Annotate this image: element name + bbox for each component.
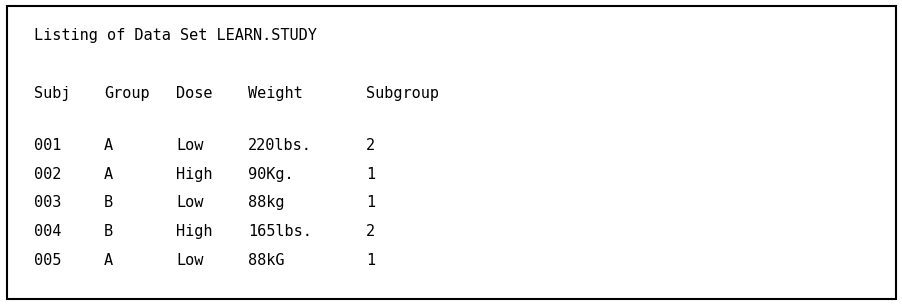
Text: Low: Low [176,196,203,210]
Text: High: High [176,167,212,182]
Text: 1: 1 [365,167,374,182]
Text: 1: 1 [365,253,374,267]
Text: Dose: Dose [176,86,212,101]
Text: A: A [104,253,113,267]
Text: Subgroup: Subgroup [365,86,438,101]
Text: 88kg: 88kg [248,196,284,210]
Text: 165lbs.: 165lbs. [248,224,312,239]
Text: 1: 1 [365,196,374,210]
Text: A: A [104,138,113,153]
Text: B: B [104,196,113,210]
Text: 001: 001 [34,138,61,153]
Text: Subj: Subj [34,86,70,101]
FancyBboxPatch shape [7,6,895,299]
Text: 2: 2 [365,224,374,239]
Text: 88kG: 88kG [248,253,284,267]
Text: 004: 004 [34,224,61,239]
Text: 2: 2 [365,138,374,153]
Text: Low: Low [176,253,203,267]
Text: Low: Low [176,138,203,153]
Text: 002: 002 [34,167,61,182]
Text: B: B [104,224,113,239]
Text: Listing of Data Set LEARN.STUDY: Listing of Data Set LEARN.STUDY [34,28,317,43]
Text: Group: Group [104,86,150,101]
Text: 90Kg.: 90Kg. [248,167,294,182]
Text: 220lbs.: 220lbs. [248,138,312,153]
Text: 005: 005 [34,253,61,267]
Text: 003: 003 [34,196,61,210]
Text: Weight: Weight [248,86,303,101]
Text: A: A [104,167,113,182]
Text: High: High [176,224,212,239]
